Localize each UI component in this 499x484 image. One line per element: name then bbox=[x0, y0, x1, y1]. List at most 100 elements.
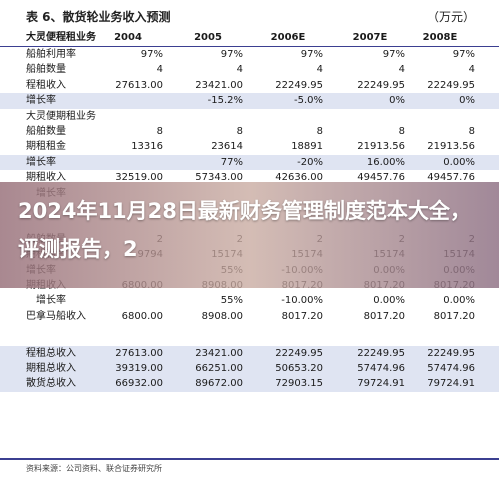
row-cell: 49457.76 bbox=[427, 172, 475, 184]
row-cell: 0.00% bbox=[373, 295, 405, 307]
row-cell: 0.00% bbox=[443, 295, 475, 307]
row-cell: 22249.95 bbox=[427, 347, 475, 359]
row-label: 增长率 bbox=[26, 156, 56, 168]
row-cell: 8 bbox=[156, 126, 163, 137]
row-label: 散货总收入 bbox=[26, 378, 76, 390]
row-cell: 66251.00 bbox=[195, 363, 243, 374]
row-cell: -20% bbox=[297, 156, 323, 168]
row-cell: 22249.95 bbox=[357, 347, 405, 359]
row-cell: 0.00% bbox=[443, 156, 475, 168]
row-cell: 8 bbox=[236, 126, 243, 137]
table-row: 散货总收入 66932.00 89672.00 72903.15 79724.91 797… bbox=[0, 376, 499, 392]
row-cell: 21913.56 bbox=[357, 141, 405, 153]
row-cell: 23421.00 bbox=[195, 79, 243, 91]
row-cell: 0% bbox=[389, 95, 405, 107]
header-col-2007e: 2007E bbox=[352, 32, 388, 43]
row-label: 船舶数量 bbox=[26, 64, 66, 76]
table-row: 船舶利用率 97% 97% 97% 97% 97% bbox=[0, 47, 499, 62]
table-row: 期租租金 13316 23614 18891 21913.56 21913.56 bbox=[0, 139, 499, 154]
table-row: 船舶数量 8 8 8 8 8 bbox=[0, 124, 499, 139]
table-row: 期租总收入 39319.00 66251.00 50653.20 57474.96 574… bbox=[0, 361, 499, 377]
row-cell: 79724.91 bbox=[357, 378, 405, 390]
row-cell: 23421.00 bbox=[195, 347, 243, 359]
table-row: 大灵便期租业务 bbox=[0, 109, 499, 124]
header-col-2004: 2004 bbox=[114, 32, 142, 43]
row-cell: 49457.76 bbox=[357, 172, 405, 184]
row-label: 增长率 bbox=[36, 295, 66, 307]
table-row: 增长率 55% -10.00% 0.00% 0.00% bbox=[0, 293, 499, 308]
row-cell: 66932.00 bbox=[115, 378, 163, 390]
row-cell: 89672.00 bbox=[195, 378, 243, 390]
row-cell: 32519.00 bbox=[115, 172, 163, 184]
row-label: 期租收入 bbox=[26, 172, 66, 184]
table-row: 程租收入 27613.00 23421.00 22249.95 22249.95 2224… bbox=[0, 78, 499, 93]
row-cell: -5.0% bbox=[293, 95, 323, 107]
row-cell: 50653.20 bbox=[275, 363, 323, 374]
row-cell: 4 bbox=[468, 64, 475, 76]
row-cell: 8017.20 bbox=[363, 310, 405, 322]
row-cell: 21913.56 bbox=[427, 141, 475, 153]
table-row: 巴拿马船收入 6800.00 8908.00 8017.20 8017.20 8017.2… bbox=[0, 309, 499, 324]
row-cell: 22249.95 bbox=[275, 347, 323, 359]
table-row: 期租收入 32519.00 57343.00 42636.00 49457.76 4945… bbox=[0, 170, 499, 185]
row-cell: 13316 bbox=[131, 141, 163, 153]
row-label: 期租总收入 bbox=[26, 363, 76, 374]
row-label: 大灵便期租业务 bbox=[26, 110, 96, 122]
table-row: 程租总收入 27613.00 23421.00 22249.95 22249.95 222… bbox=[0, 345, 499, 361]
unit-label: （万元） bbox=[426, 10, 475, 24]
row-cell: 97% bbox=[382, 49, 405, 60]
row-label: 巴拿马船收入 bbox=[26, 310, 86, 322]
table-title: 表 6、散货轮业务收入预测 bbox=[26, 10, 171, 24]
table-title-bar: 表 6、散货轮业务收入预测 （万元） bbox=[0, 0, 499, 32]
table-row: 增长率 77% -20% 16.00% 0.00% bbox=[0, 154, 499, 171]
row-cell: 97% bbox=[452, 49, 475, 60]
row-cell: 97% bbox=[300, 49, 323, 60]
row-cell: 42636.00 bbox=[275, 172, 323, 184]
row-cell: 23614 bbox=[211, 141, 243, 153]
banner-text: 2024年11月28日最新财务管理制度范本大全，评测报告，2 bbox=[18, 199, 471, 261]
row-label: 船舶数量 bbox=[26, 126, 66, 137]
row-label: 增长率 bbox=[26, 95, 56, 107]
row-cell: 57474.96 bbox=[427, 363, 475, 374]
row-cell: 77% bbox=[220, 156, 243, 168]
row-cell: 8908.00 bbox=[201, 310, 243, 322]
row-label: 程租总收入 bbox=[26, 347, 76, 359]
header-col-2005: 2005 bbox=[194, 32, 222, 43]
row-cell: 8017.20 bbox=[281, 310, 323, 322]
row-cell: 16.00% bbox=[366, 156, 405, 168]
row-cell: 79724.91 bbox=[427, 378, 475, 390]
header-col-2006e: 2006E bbox=[270, 32, 306, 43]
row-cell: 97% bbox=[220, 49, 243, 60]
source-note: 资料来源：公司资料、联合证券研究所 bbox=[26, 464, 162, 473]
row-cell: 18891 bbox=[291, 141, 323, 153]
row-cell: 39319.00 bbox=[115, 363, 163, 374]
row-cell: -15.2% bbox=[207, 95, 243, 107]
row-cell: 72903.15 bbox=[275, 378, 323, 390]
overlay-banner: 2024年11月28日最新财务管理制度范本大全，评测报告，2 bbox=[0, 182, 499, 288]
row-cell: 6800.00 bbox=[121, 310, 163, 322]
row-cell: 27613.00 bbox=[115, 79, 163, 91]
row-cell: 4 bbox=[398, 64, 405, 76]
row-cell: 22249.95 bbox=[427, 79, 475, 91]
row-label: 期租租金 bbox=[26, 141, 66, 153]
row-cell: 4 bbox=[236, 64, 243, 76]
table-header: 大灵便程租业务 2004 2005 2006E 2007E 2008E bbox=[0, 30, 499, 47]
row-label: 程租收入 bbox=[26, 79, 66, 91]
row-cell: 0% bbox=[459, 95, 475, 107]
row-cell: 4 bbox=[156, 64, 163, 76]
row-cell: 8 bbox=[468, 126, 475, 137]
header-col-2008e: 2008E bbox=[422, 32, 458, 43]
table-bottom-rule bbox=[0, 458, 499, 460]
table-row: 船舶数量 4 4 4 4 4 bbox=[0, 62, 499, 77]
row-cell: 97% bbox=[140, 49, 163, 60]
table-row: 增长率 -15.2% -5.0% 0% 0% bbox=[0, 93, 499, 109]
row-cell: -10.00% bbox=[281, 295, 323, 307]
row-label: 船舶利用率 bbox=[26, 49, 76, 60]
row-cell: 27613.00 bbox=[115, 347, 163, 359]
row-cell: 55% bbox=[220, 295, 243, 307]
row-cell: 22249.95 bbox=[357, 79, 405, 91]
row-cell: 57343.00 bbox=[195, 172, 243, 184]
row-cell: 57474.96 bbox=[357, 363, 405, 374]
header-label: 大灵便程租业务 bbox=[26, 32, 96, 43]
